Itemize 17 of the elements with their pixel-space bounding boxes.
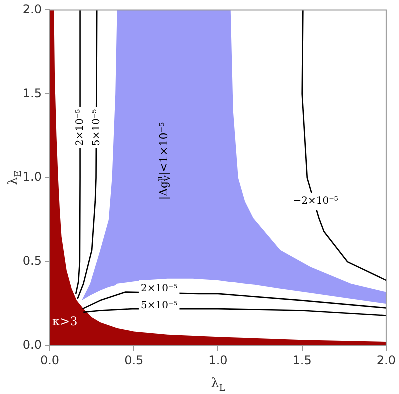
x-tick-label: 0.0	[40, 353, 60, 368]
x-tick-label: 2.0	[376, 353, 396, 368]
y-tick-label: 0.5	[22, 254, 42, 268]
x-tick-label: 1.0	[208, 353, 228, 368]
y-tick-label: 1.5	[22, 86, 42, 100]
annotation: −2×10⁻⁵	[293, 196, 338, 208]
x-tick-label: 0.5	[124, 353, 144, 368]
annotation: κ>3	[52, 314, 78, 329]
annotation: 5×10⁻⁵	[92, 109, 103, 146]
y-axis-title: λE	[6, 170, 24, 186]
y-tick-label: 2.0	[22, 2, 42, 16]
x-tick-label: 1.5	[292, 353, 312, 368]
y-tick-label: 0.0	[22, 338, 42, 352]
y-tick-label: 1.0	[22, 170, 42, 184]
annotation: 2×10⁻⁵	[140, 284, 178, 295]
annotation: 5×10⁻⁵	[140, 300, 178, 312]
annotation: 2×10⁻⁵	[74, 109, 86, 146]
